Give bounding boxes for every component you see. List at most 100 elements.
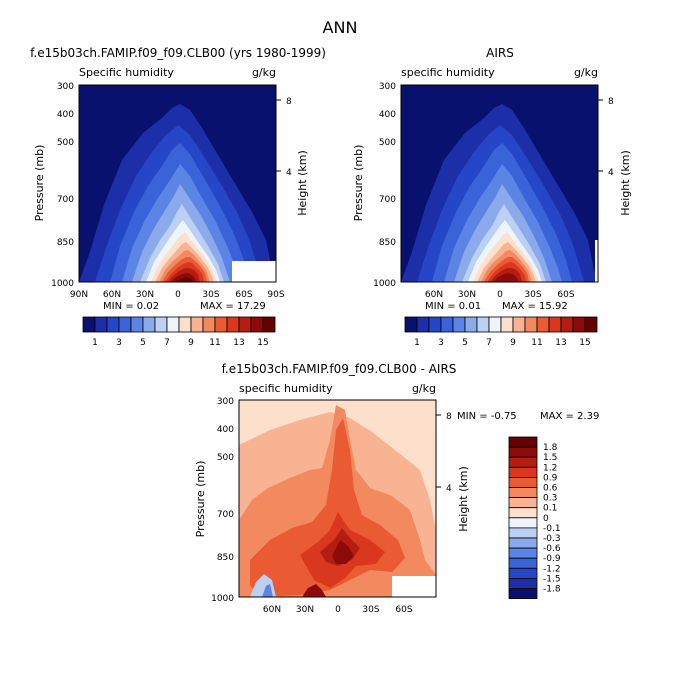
colorbar-swatch — [428, 316, 442, 333]
colorbar-label: 0.3 — [543, 494, 557, 504]
colorbar-swatch — [508, 446, 538, 458]
panel-model: f.e15b03ch.FAMIP.f09_f09.CLB00 (yrs 1980… — [30, 46, 326, 348]
colorbar-swatch — [512, 316, 526, 333]
y-tick-label: 300 — [217, 397, 234, 407]
panel-model-title: f.e15b03ch.FAMIP.f09_f09.CLB00 (yrs 1980… — [30, 46, 326, 60]
colorbar-label: 0.1 — [543, 504, 557, 514]
colorbar-swatch — [440, 316, 454, 333]
y-tick-label: 300 — [57, 82, 74, 92]
page-title: ANN — [323, 18, 358, 37]
y-tick-label: 850 — [379, 238, 396, 248]
panel-diff-left-label: specific humidity — [239, 382, 333, 395]
panel-model-left-label: Specific humidity — [79, 66, 174, 79]
panel-model-y-ticks: 300 400 500 700 850 1000 — [51, 82, 74, 289]
right-tick-label: 8 — [446, 412, 452, 422]
x-tick-label: 30N — [296, 605, 314, 615]
panel-model-right-axis-label: Height (km) — [296, 150, 309, 216]
colorbar-label: -1.5 — [543, 574, 561, 584]
colorbar-swatch — [178, 316, 192, 333]
colorbar-swatch — [508, 567, 538, 579]
y-tick-label: 500 — [57, 138, 74, 148]
panel-obs-missing-strip — [595, 240, 598, 282]
panel-diff-plot-area — [239, 400, 436, 597]
panel-obs-level-14 — [493, 273, 519, 282]
colorbar-swatch — [508, 578, 538, 589]
colorbar-swatch — [226, 316, 240, 333]
y-tick-label: 700 — [379, 195, 396, 205]
colorbar-swatch — [130, 316, 144, 333]
panel-diff-min: MIN = -0.75 — [457, 411, 517, 422]
colorbar-label: -1.8 — [543, 585, 561, 595]
colorbar-swatch — [190, 316, 204, 333]
colorbar-label: 1 — [414, 338, 420, 348]
panel-diff-negative-anomaly-medium — [262, 584, 273, 597]
panel-obs-y-axis-label: Pressure (mb) — [352, 145, 365, 222]
right-tick-label: 4 — [286, 168, 292, 178]
colorbar-label: 0.6 — [543, 484, 558, 494]
panel-diff-surface-maximum — [302, 584, 326, 597]
colorbar-swatch — [464, 316, 478, 333]
colorbar-swatch — [416, 316, 430, 333]
y-tick-label: 1000 — [51, 279, 74, 289]
x-tick-label: 60S — [235, 290, 252, 300]
y-tick-label: 850 — [57, 238, 74, 248]
x-tick-label: 30N — [136, 290, 154, 300]
panel-diff-right-axis-label: Height (km) — [457, 466, 470, 532]
colorbar-swatch — [488, 316, 502, 333]
colorbar-swatch — [572, 316, 586, 333]
x-tick-label: 60N — [425, 290, 443, 300]
colorbar-swatch — [508, 507, 538, 519]
colorbar-swatch — [508, 476, 538, 488]
colorbar-label: 9 — [510, 338, 516, 348]
colorbar-swatch — [500, 316, 514, 333]
colorbar-swatch — [508, 487, 538, 499]
panel-obs-right-ticks: 8 4 — [598, 97, 614, 178]
colorbar-swatch — [202, 316, 216, 333]
panel-diff-y-ticks: 300 400 500 700 850 1000 — [211, 397, 234, 604]
right-tick-label: 4 — [446, 484, 452, 494]
panel-obs-frame — [400, 84, 599, 283]
x-tick-label: 0 — [497, 290, 503, 300]
colorbar-swatch — [106, 316, 120, 333]
colorbar-label: 15 — [257, 338, 268, 348]
colorbar-swatch — [94, 316, 108, 333]
colorbar-label: 11 — [209, 338, 220, 348]
y-tick-label: 500 — [217, 453, 234, 463]
colorbar-label: 11 — [531, 338, 542, 348]
colorbar-label: 1.2 — [543, 463, 557, 473]
panel-obs-colorbar: 1 3 5 7 9 11 13 15 — [404, 316, 598, 348]
colorbar-swatch — [404, 316, 418, 333]
colorbar-swatch — [166, 316, 180, 333]
colorbar-swatch — [262, 316, 276, 333]
panel-diff: f.e15b03ch.FAMIP.f09_f09.CLB00 - AIRS sp… — [194, 362, 599, 615]
colorbar-label: -1.2 — [543, 564, 561, 574]
panel-diff-title: f.e15b03ch.FAMIP.f09_f09.CLB00 - AIRS — [222, 362, 457, 376]
y-tick-label: 850 — [217, 553, 234, 563]
colorbar-swatch — [142, 316, 156, 333]
panel-model-y-axis-label: Pressure (mb) — [33, 145, 46, 222]
colorbar-swatch — [508, 456, 538, 468]
y-tick-label: 1000 — [373, 279, 396, 289]
panel-model-frame — [78, 84, 277, 283]
panel-obs-right-axis-label: Height (km) — [619, 150, 632, 216]
colorbar-swatch — [508, 557, 538, 569]
panel-model-min: MIN = 0.02 — [103, 301, 159, 312]
y-tick-label: 400 — [379, 110, 396, 120]
colorbar-label: 7 — [486, 338, 492, 348]
colorbar-label: 13 — [555, 338, 566, 348]
right-tick-label: 4 — [608, 168, 614, 178]
right-tick-label: 8 — [608, 97, 614, 107]
colorbar-swatch — [508, 497, 538, 509]
y-tick-label: 400 — [57, 110, 74, 120]
colorbar-label: 7 — [164, 338, 170, 348]
panel-diff-missing-patch — [392, 576, 436, 597]
colorbar-label: 3 — [438, 338, 444, 348]
panel-obs: AIRS specific humidity g/kg 300 400 500 — [352, 46, 632, 348]
colorbar-label: -0.1 — [543, 524, 561, 534]
y-tick-label: 300 — [379, 82, 396, 92]
colorbar-label: 0.9 — [543, 473, 558, 483]
colorbar-swatch — [508, 517, 538, 529]
colorbar-label: 1.5 — [543, 453, 557, 463]
panel-obs-right-label: g/kg — [574, 66, 598, 79]
